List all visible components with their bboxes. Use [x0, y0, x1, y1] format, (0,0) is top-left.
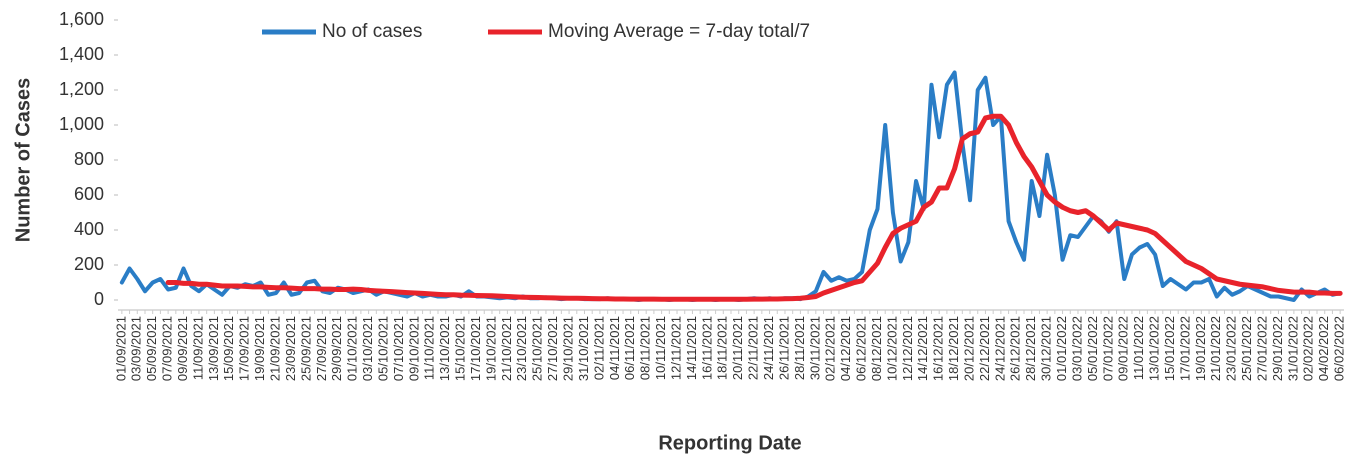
x-tick-label: 31/10/2021	[576, 316, 591, 381]
y-tick-label: 1,200	[59, 79, 104, 99]
x-tick-label: 19/09/2021	[252, 316, 267, 381]
x-tick-label: 01/09/2021	[113, 316, 128, 381]
x-tick-label: 30/12/2021	[1039, 316, 1054, 381]
x-tick-label: 13/10/2021	[437, 316, 452, 381]
x-tick-label: 19/01/2022	[1193, 316, 1208, 381]
x-tick-label: 24/11/2021	[761, 316, 776, 380]
x-axis-title: Reporting Date	[658, 432, 801, 454]
series-line	[165, 113, 1343, 302]
x-tick-label: 15/10/2021	[453, 316, 468, 381]
x-tick-label: 10/12/2021	[884, 316, 899, 381]
x-tick-label: 25/10/2021	[530, 316, 545, 381]
x-tick-label: 16/12/2021	[931, 316, 946, 381]
y-tick-label: 0	[94, 289, 104, 309]
x-tick-label: 13/01/2022	[1147, 316, 1162, 381]
x-tick-label: 12/11/2021	[668, 316, 683, 380]
x-tick-label: 12/12/2021	[900, 316, 915, 381]
x-tick-label: 26/11/2021	[776, 316, 791, 380]
x-tick-label: 28/11/2021	[792, 316, 807, 380]
y-tick-label: 400	[74, 219, 104, 239]
x-tick-label: 25/09/2021	[298, 316, 313, 381]
x-tick-label: 10/11/2021	[653, 316, 668, 380]
x-tick-label: 11/09/2021	[190, 316, 205, 380]
x-tick-label: 09/10/2021	[406, 316, 421, 381]
x-tick-label: 25/01/2022	[1239, 316, 1254, 381]
x-tick-label: 07/10/2021	[391, 316, 406, 381]
x-tick-label: 21/09/2021	[268, 316, 283, 381]
x-tick-label: 13/09/2021	[206, 316, 221, 381]
x-tick-label: 29/10/2021	[561, 316, 576, 381]
legend-label: No of cases	[322, 21, 422, 42]
y-axis-title: Number of Cases	[12, 78, 34, 243]
x-tick-label: 08/11/2021	[638, 316, 653, 380]
x-tick-label: 04/02/2022	[1316, 316, 1331, 381]
x-tick-label: 21/10/2021	[499, 316, 514, 381]
x-tick-label: 17/01/2022	[1177, 316, 1192, 381]
x-tick-label: 03/09/2021	[129, 316, 144, 381]
x-tick-label: 09/09/2021	[175, 316, 190, 381]
x-tick-label: 05/09/2021	[144, 316, 159, 381]
y-tick-label: 1,600	[59, 9, 104, 29]
x-tick-label: 31/01/2022	[1285, 316, 1300, 381]
x-tick-label: 27/10/2021	[545, 316, 560, 381]
x-tick-label: 09/01/2022	[1116, 316, 1131, 381]
x-tick-label: 30/11/2021	[807, 316, 822, 380]
x-tick-label: 02/02/2022	[1301, 316, 1316, 381]
x-tick-label: 02/12/2021	[823, 316, 838, 381]
y-tick-label: 1,000	[59, 114, 104, 134]
x-tick-label: 07/01/2022	[1100, 316, 1115, 381]
y-tick-label: 600	[74, 184, 104, 204]
x-tick-label: 14/11/2021	[684, 316, 699, 380]
x-tick-label: 06/11/2021	[622, 316, 637, 380]
x-tick-label: 07/09/2021	[160, 316, 175, 381]
x-tick-label: 17/09/2021	[237, 316, 252, 381]
x-tick-label: 29/01/2022	[1270, 316, 1285, 381]
y-tick-label: 1,400	[59, 44, 104, 64]
x-tick-label: 20/11/2021	[730, 316, 745, 380]
x-tick-label: 24/12/2021	[992, 316, 1007, 381]
x-tick-label: 23/10/2021	[514, 316, 529, 381]
x-tick-label: 14/12/2021	[915, 316, 930, 381]
x-tick-label: 18/11/2021	[715, 316, 730, 380]
x-tick-label: 06/12/2021	[854, 316, 869, 381]
x-tick-label: 04/12/2021	[838, 316, 853, 381]
x-tick-label: 28/12/2021	[1023, 316, 1038, 381]
y-tick-label: 200	[74, 254, 104, 274]
x-tick-label: 15/09/2021	[221, 316, 236, 381]
x-tick-label: 22/12/2021	[977, 316, 992, 381]
series-line	[119, 70, 1343, 302]
x-tick-label: 02/11/2021	[591, 316, 606, 380]
x-tick-label: 05/10/2021	[375, 316, 390, 381]
x-tick-label: 27/01/2022	[1254, 316, 1269, 381]
x-tick-label: 23/01/2022	[1224, 316, 1239, 381]
x-tick-label: 11/01/2022	[1131, 316, 1146, 380]
x-tick-label: 20/12/2021	[961, 316, 976, 381]
x-tick-label: 06/02/2022	[1332, 316, 1347, 381]
x-tick-label: 27/09/2021	[314, 316, 329, 381]
x-tick-label: 29/09/2021	[329, 316, 344, 381]
x-tick-label: 15/01/2022	[1162, 316, 1177, 381]
x-tick-label: 05/01/2022	[1085, 316, 1100, 381]
x-tick-label: 03/01/2022	[1069, 316, 1084, 381]
x-tick-label: 08/12/2021	[869, 316, 884, 381]
x-tick-label: 16/11/2021	[699, 316, 714, 380]
x-tick-label: 03/10/2021	[360, 316, 375, 381]
y-tick-label: 800	[74, 149, 104, 169]
x-tick-label: 04/11/2021	[607, 316, 622, 380]
x-tick-label: 21/01/2022	[1208, 316, 1223, 381]
x-tick-label: 23/09/2021	[283, 316, 298, 381]
x-tick-label: 01/01/2022	[1054, 316, 1069, 381]
x-tick-label: 01/10/2021	[345, 316, 360, 381]
x-tick-label: 17/10/2021	[468, 316, 483, 381]
x-tick-label: 19/10/2021	[483, 316, 498, 381]
x-tick-label: 26/12/2021	[1008, 316, 1023, 381]
x-tick-label: 18/12/2021	[946, 316, 961, 381]
x-tick-label: 22/11/2021	[746, 316, 761, 380]
legend-label: Moving Average = 7-day total/7	[548, 21, 810, 42]
x-tick-label: 11/10/2021	[422, 316, 437, 380]
